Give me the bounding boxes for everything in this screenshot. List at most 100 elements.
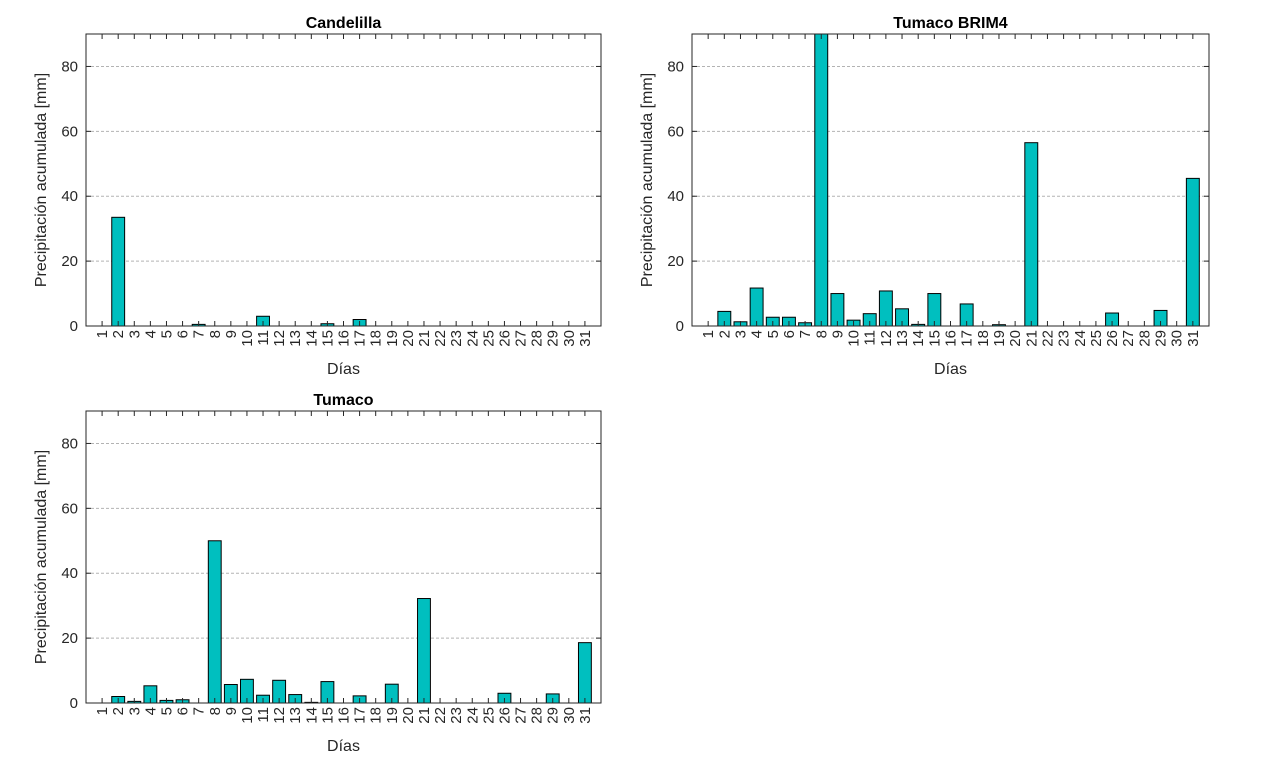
x-tick-label: 19 <box>384 707 401 724</box>
x-tick-label: 13 <box>287 330 304 347</box>
x-tick-label: 4 <box>749 330 766 338</box>
x-tick-label: 21 <box>1023 330 1040 347</box>
x-tick-label: 2 <box>716 330 733 338</box>
x-tick-label: 22 <box>432 707 449 724</box>
x-tick-label: 26 <box>496 330 513 347</box>
x-tick-label: 23 <box>448 707 465 724</box>
y-axis-label: Precipitación acumulada [mm] <box>33 450 50 664</box>
x-tick-label: 4 <box>142 330 159 338</box>
y-axis-label: Precipitación acumulada [mm] <box>639 73 656 287</box>
x-tick-label: 23 <box>1056 330 1073 347</box>
x-tick-label: 9 <box>223 707 240 715</box>
x-tick-label: 20 <box>400 330 417 347</box>
x-tick-label: 27 <box>1120 330 1137 347</box>
chart-title: Tumaco <box>313 392 373 409</box>
x-tick-label: 26 <box>1104 330 1121 347</box>
x-tick-label: 21 <box>416 707 433 724</box>
x-tick-label: 7 <box>797 330 814 338</box>
x-tick-label: 26 <box>496 707 513 724</box>
x-tick-label: 14 <box>303 330 320 347</box>
x-tick-label: 9 <box>829 330 846 338</box>
x-tick-label: 20 <box>1007 330 1024 347</box>
x-tick-label: 7 <box>191 330 208 338</box>
x-tick-label: 12 <box>271 707 288 724</box>
x-tick-label: 16 <box>336 707 353 724</box>
chart-title: Tumaco BRIM4 <box>893 15 1007 32</box>
x-tick-label: 19 <box>384 330 401 347</box>
x-tick-label: 8 <box>813 330 830 338</box>
y-tick-label: 80 <box>667 58 684 75</box>
y-tick-label: 0 <box>70 318 78 335</box>
x-tick-label: 30 <box>561 707 578 724</box>
x-tick-label: 3 <box>126 330 143 338</box>
x-tick-label: 28 <box>529 707 546 724</box>
x-tick-label: 1 <box>94 330 111 338</box>
bar-day-21 <box>417 598 431 704</box>
x-tick-label: 18 <box>975 330 992 347</box>
x-tick-label: 3 <box>126 707 143 715</box>
x-tick-label: 5 <box>158 707 175 715</box>
x-tick-label: 2 <box>110 707 127 715</box>
x-tick-label: 29 <box>1153 330 1170 347</box>
y-tick-label: 20 <box>61 630 78 647</box>
x-tick-label: 25 <box>480 330 497 347</box>
x-tick-label: 27 <box>513 707 530 724</box>
x-tick-label: 28 <box>1136 330 1153 347</box>
x-tick-label: 11 <box>862 330 879 346</box>
y-tick-label: 40 <box>61 188 78 205</box>
x-tick-label: 24 <box>464 330 481 347</box>
x-tick-label: 24 <box>1072 330 1089 347</box>
x-tick-label: 6 <box>175 707 192 715</box>
x-tick-label: 10 <box>846 330 863 347</box>
x-axis-label: Días <box>327 361 360 378</box>
x-axis-label: Días <box>934 361 967 378</box>
x-tick-label: 20 <box>400 707 417 724</box>
y-tick-label: 0 <box>676 318 684 335</box>
x-tick-label: 17 <box>959 330 976 347</box>
x-tick-label: 17 <box>352 330 369 347</box>
y-tick-label: 60 <box>61 123 78 140</box>
plot-area <box>86 411 601 703</box>
x-tick-label: 30 <box>561 330 578 347</box>
x-axis-label: Días <box>327 738 360 755</box>
x-tick-label: 16 <box>336 330 353 347</box>
x-tick-label: 29 <box>545 330 562 347</box>
x-tick-label: 2 <box>110 330 127 338</box>
x-tick-label: 12 <box>878 330 895 347</box>
x-tick-label: 4 <box>142 707 159 715</box>
x-tick-label: 8 <box>207 330 224 338</box>
x-tick-label: 31 <box>1185 330 1202 347</box>
y-tick-label: 60 <box>61 500 78 517</box>
plot-area <box>692 34 1209 326</box>
y-axis-label: Precipitación acumulada [mm] <box>33 73 50 287</box>
x-tick-label: 22 <box>1039 330 1056 347</box>
x-tick-label: 19 <box>991 330 1008 347</box>
x-tick-label: 14 <box>303 707 320 724</box>
x-tick-label: 1 <box>700 330 717 338</box>
x-tick-label: 8 <box>207 707 224 715</box>
x-tick-label: 28 <box>529 330 546 347</box>
x-tick-label: 18 <box>368 707 385 724</box>
x-tick-label: 10 <box>239 707 256 724</box>
x-tick-label: 12 <box>271 330 288 347</box>
x-tick-label: 7 <box>191 707 208 715</box>
y-tick-label: 60 <box>667 123 684 140</box>
x-tick-label: 5 <box>158 330 175 338</box>
x-tick-label: 24 <box>464 707 481 724</box>
x-tick-label: 15 <box>926 330 943 347</box>
x-tick-label: 17 <box>352 707 369 724</box>
x-tick-label: 1 <box>94 707 111 715</box>
x-tick-label: 18 <box>368 330 385 347</box>
x-tick-label: 22 <box>432 330 449 347</box>
x-tick-label: 13 <box>287 707 304 724</box>
x-tick-label: 29 <box>545 707 562 724</box>
chart-title: Candelilla <box>306 15 382 32</box>
bar-day-31 <box>577 642 592 704</box>
x-tick-label: 10 <box>239 330 256 347</box>
x-tick-label: 13 <box>894 330 911 347</box>
x-tick-label: 15 <box>319 330 336 347</box>
